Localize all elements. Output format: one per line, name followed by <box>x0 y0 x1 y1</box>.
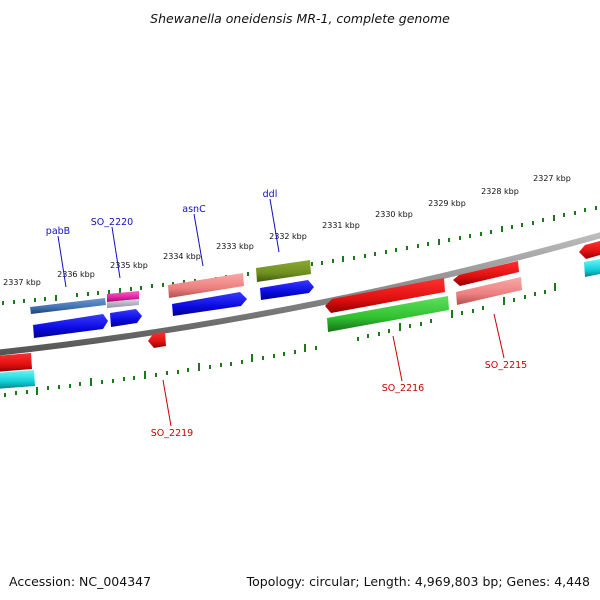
feature-blue-2[interactable] <box>110 309 142 327</box>
outer-scale: 2337 kbp 2336 kbp 2335 kbp 2334 kbp 2333… <box>2 174 597 305</box>
feature-left-cyan[interactable] <box>0 370 35 389</box>
scale-label-2330: 2330 kbp <box>375 210 413 219</box>
forward-strand-row2 <box>33 280 314 338</box>
scale-label-2334: 2334 kbp <box>163 252 201 261</box>
feature-so2220-lower[interactable] <box>107 299 139 308</box>
feature-asnC[interactable] <box>168 273 244 298</box>
feature-ddl[interactable] <box>256 260 311 282</box>
feature-so2215-red[interactable] <box>453 261 519 286</box>
scale-label-2327: 2327 kbp <box>533 174 571 183</box>
reverse-gene-labels: SO_2219 SO_2216 SO_2215 <box>151 313 527 439</box>
forward-gene-labels: pabB SO_2220 asnC ddl <box>46 189 280 288</box>
accession-text: Accession: NC_004347 <box>9 574 151 589</box>
gene-label-asnC[interactable]: asnC <box>182 204 206 215</box>
gene-label-so2219[interactable]: SO_2219 <box>151 428 193 439</box>
scale-label-2337: 2337 kbp <box>3 278 41 287</box>
gene-label-pabB[interactable]: pabB <box>46 226 70 237</box>
feature-right-cyan[interactable] <box>584 259 600 277</box>
feature-so2216-red[interactable] <box>325 278 445 313</box>
scale-label-2332: 2332 kbp <box>269 232 307 241</box>
gene-label-so2215[interactable]: SO_2215 <box>485 360 527 371</box>
feature-blue-4[interactable] <box>260 280 314 300</box>
outer-scale-labels: 2337 kbp 2336 kbp 2335 kbp 2334 kbp 2333… <box>3 174 571 287</box>
feature-so2216-green[interactable] <box>327 296 449 332</box>
topology-text: Topology: circular; Length: 4,969,803 bp… <box>246 574 590 589</box>
scale-label-2333: 2333 kbp <box>216 242 254 251</box>
feature-pabB[interactable] <box>30 298 106 314</box>
feature-so2219[interactable] <box>148 332 166 348</box>
scale-label-2336: 2336 kbp <box>57 270 95 279</box>
inner-scale <box>4 283 556 397</box>
scale-label-2329: 2329 kbp <box>428 199 466 208</box>
scale-label-2335: 2335 kbp <box>110 261 148 270</box>
forward-strand-row1 <box>30 260 311 314</box>
feature-so2220[interactable] <box>107 291 139 302</box>
reverse-strand <box>0 241 600 389</box>
feature-so2215-pink[interactable] <box>456 277 522 305</box>
feature-left-red[interactable] <box>0 353 32 372</box>
genome-backbone <box>0 232 600 356</box>
scale-label-2328: 2328 kbp <box>481 187 519 196</box>
feature-blue-3[interactable] <box>172 292 247 316</box>
gene-label-so2220[interactable]: SO_2220 <box>91 217 133 228</box>
gene-label-so2216[interactable]: SO_2216 <box>382 383 424 394</box>
map-title: Shewanella oneidensis MR-1, complete gen… <box>150 11 450 26</box>
gene-label-ddl[interactable]: ddl <box>263 189 278 200</box>
scale-label-2331: 2331 kbp <box>322 221 360 230</box>
feature-blue-1[interactable] <box>33 314 108 338</box>
feature-right-red[interactable] <box>579 241 600 259</box>
